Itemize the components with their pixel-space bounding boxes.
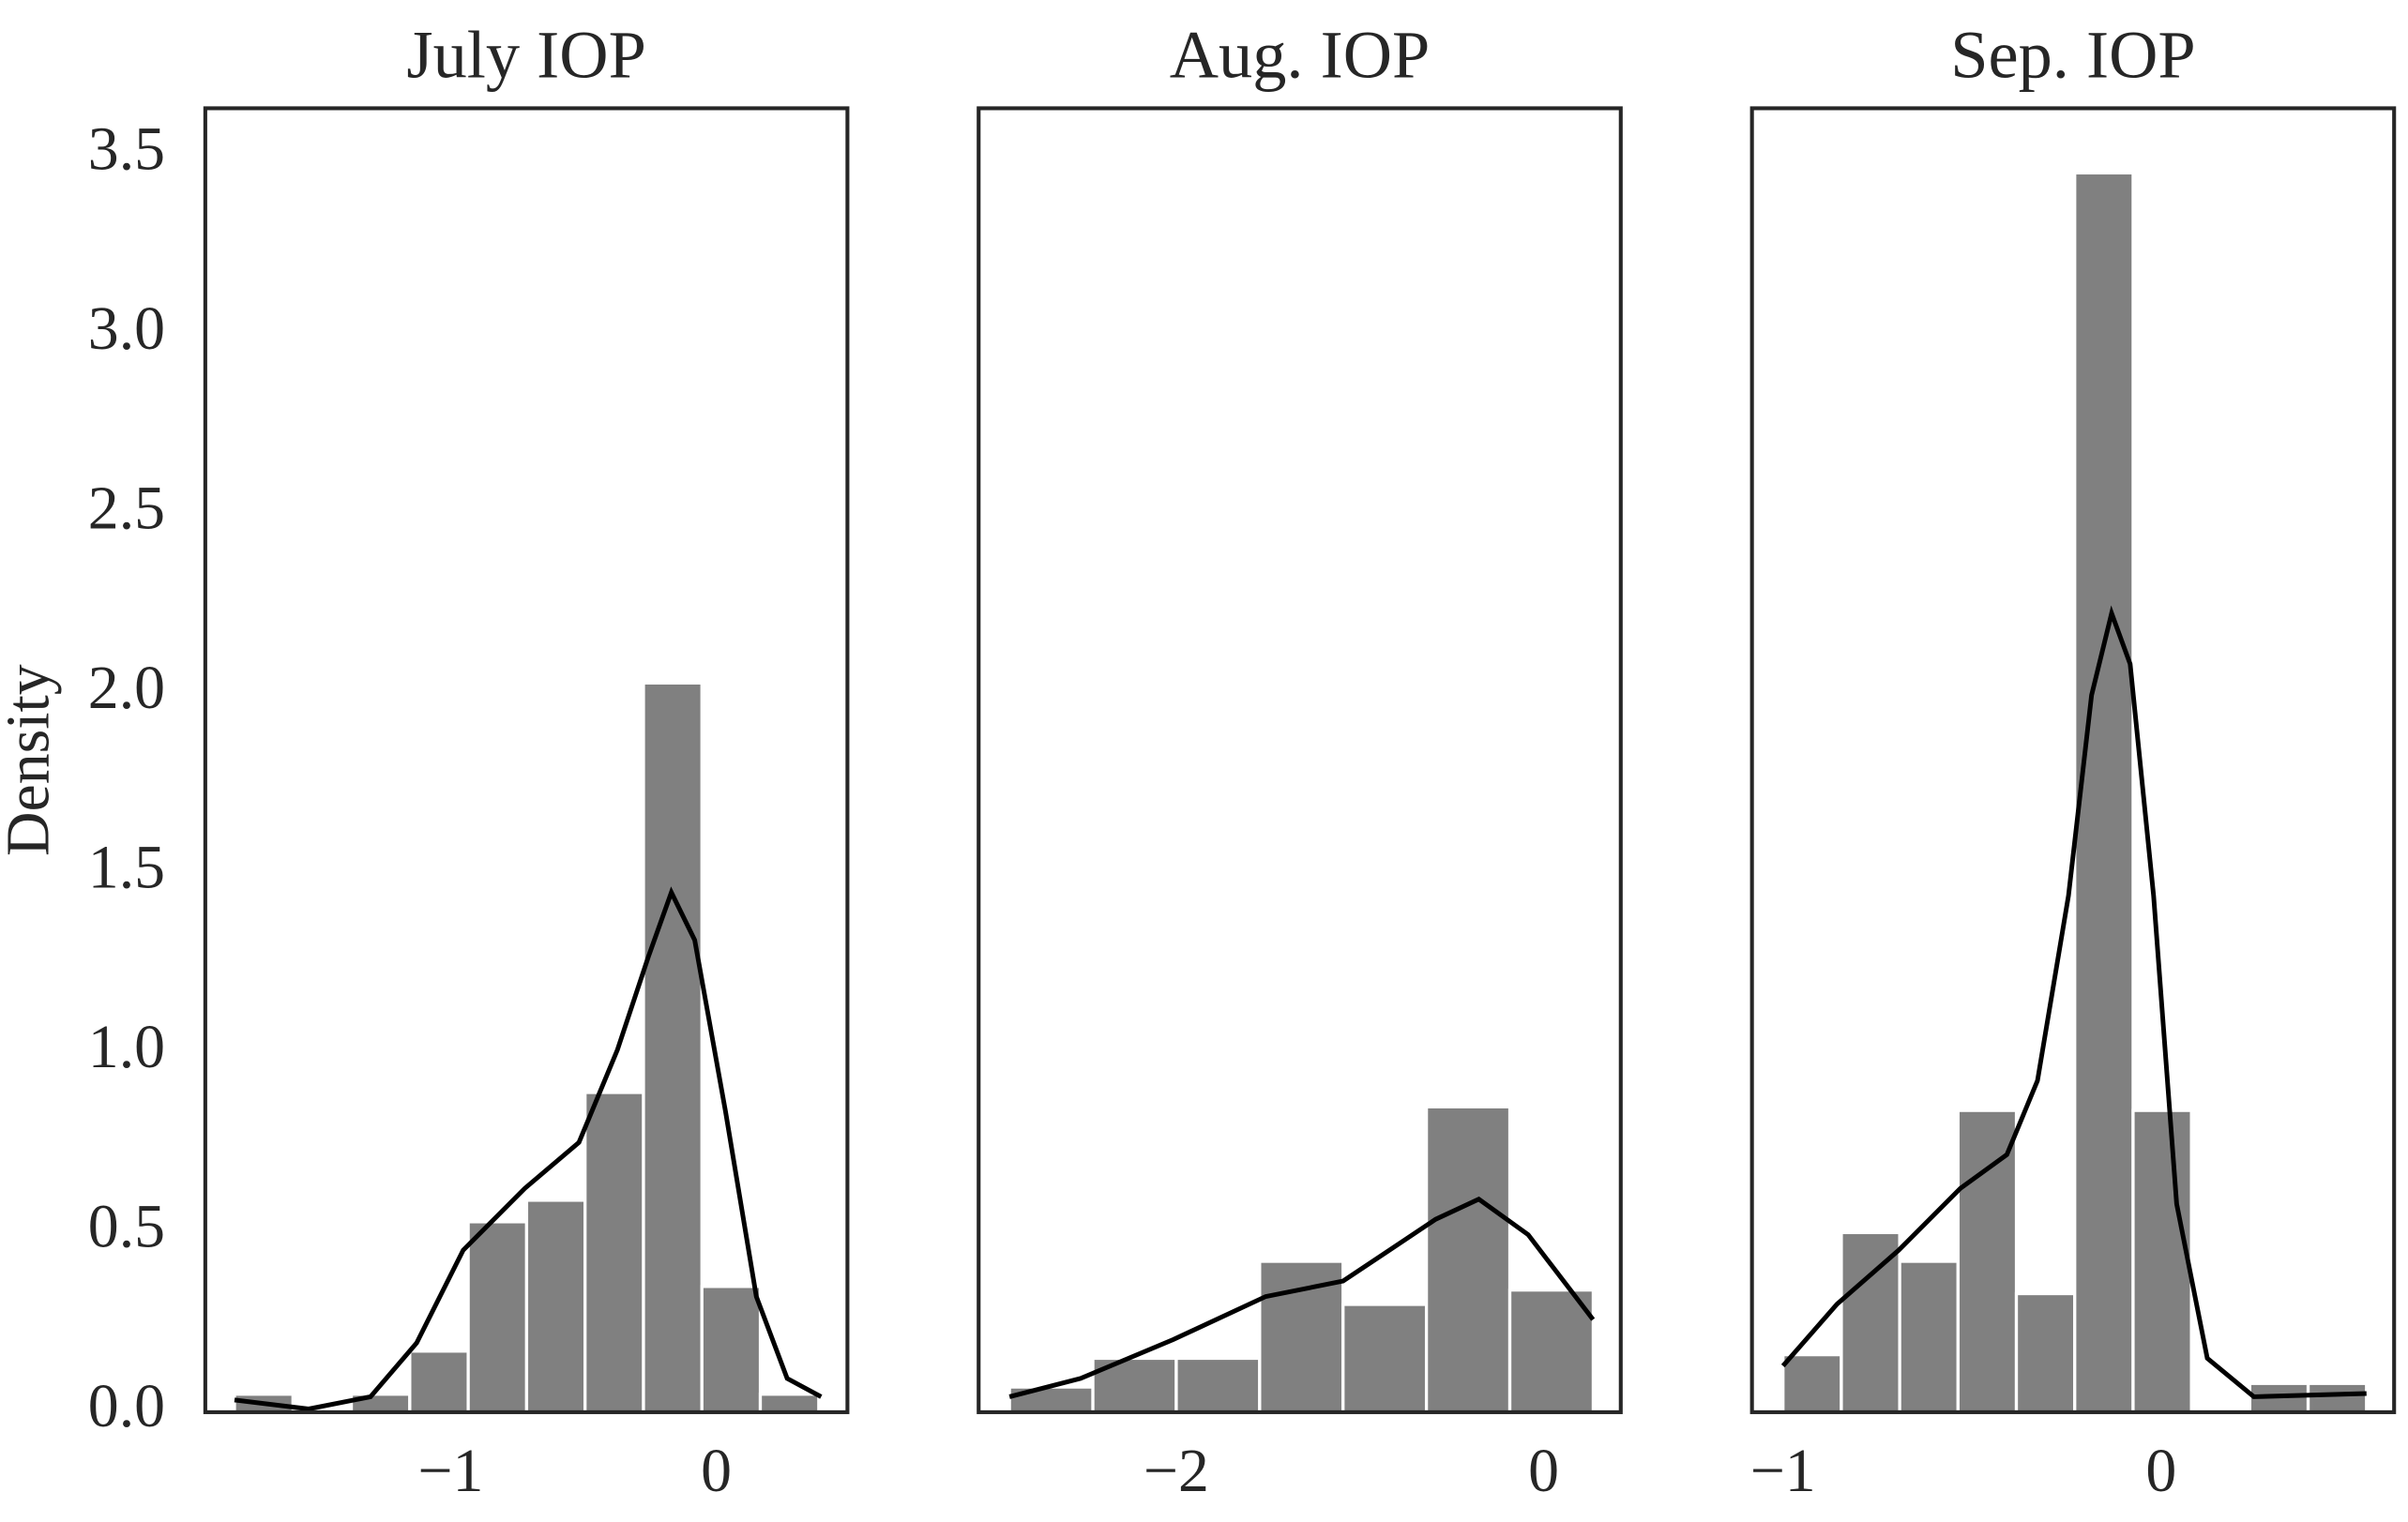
y-tick-label: 3.0 xyxy=(88,294,165,363)
panel-title: Aug. IOP xyxy=(1170,17,1431,93)
histogram-bar xyxy=(1258,1259,1345,1414)
histogram-bar xyxy=(642,681,704,1414)
y-tick-label: 2.0 xyxy=(88,654,165,722)
x-tick-label: 0 xyxy=(1528,1437,1559,1505)
histogram-bar xyxy=(2014,1291,2077,1414)
x-tick-label: 0 xyxy=(2145,1437,2176,1505)
histogram-bar xyxy=(1174,1356,1262,1414)
x-tick-label: −1 xyxy=(1750,1437,1816,1505)
histogram-bar xyxy=(524,1198,587,1414)
y-tick-label: 1.5 xyxy=(88,833,165,901)
kde-line xyxy=(234,886,823,1411)
panel-title: July IOP xyxy=(406,17,645,93)
histogram-bar xyxy=(1424,1105,1512,1414)
histogram-bar xyxy=(1007,1385,1095,1414)
histogram-bar xyxy=(466,1220,529,1414)
histogram-bar xyxy=(408,1349,470,1414)
x-tick-label: 0 xyxy=(701,1437,732,1505)
histogram-bar xyxy=(2131,1108,2193,1414)
histogram-bar xyxy=(1956,1108,2019,1414)
histogram-bar xyxy=(1781,1352,1843,1414)
panel-title: Sep. IOP xyxy=(1950,17,2195,93)
axes-frame xyxy=(977,106,1623,1414)
y-tick-label: 2.5 xyxy=(88,474,165,542)
y-tick-label: 0.5 xyxy=(88,1192,165,1260)
x-tick-label: −2 xyxy=(1143,1437,1209,1505)
histogram-bar xyxy=(1341,1303,1429,1414)
axes-frame xyxy=(1749,106,2397,1414)
y-tick-label: 0.0 xyxy=(88,1372,165,1440)
kde-line xyxy=(1780,605,2367,1399)
axes-frame xyxy=(203,106,850,1414)
x-tick-label: −1 xyxy=(417,1437,483,1505)
y-tick-label: 1.0 xyxy=(88,1013,165,1081)
histogram-bar xyxy=(758,1393,821,1414)
kde-line xyxy=(1008,1196,1596,1399)
histogram-bar xyxy=(2306,1381,2369,1414)
histogram-bar xyxy=(2073,171,2135,1414)
histogram-bar xyxy=(700,1285,763,1414)
y-tick-label: 3.5 xyxy=(88,114,165,183)
histogram-bar xyxy=(1507,1288,1596,1414)
histogram-bar xyxy=(1898,1259,1960,1414)
histogram-bar xyxy=(583,1091,645,1414)
y-axis-label: Density xyxy=(0,664,62,856)
